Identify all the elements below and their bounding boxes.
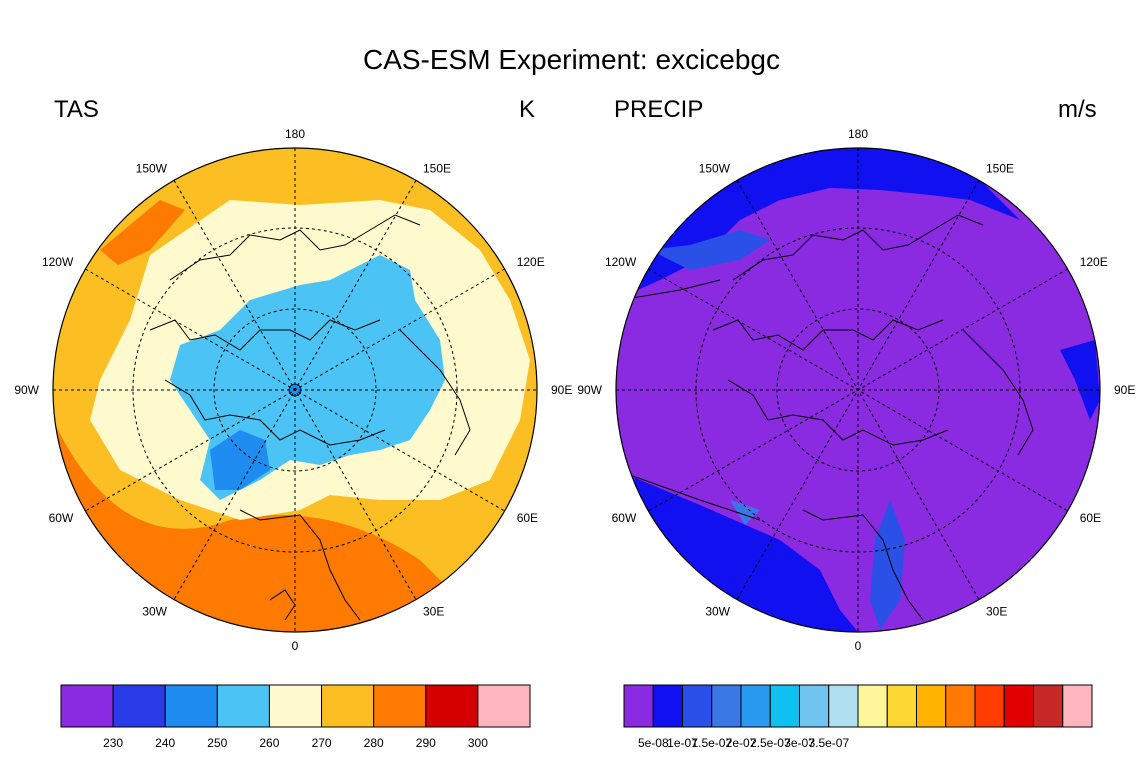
precip-band-europe [870,500,905,630]
precip-colorbar-box-1 [652,684,683,728]
tas-lon-label-10: 120W [42,255,74,269]
tas-graticule [53,148,537,632]
precip-colorbar-box-12 [974,684,1005,728]
tas-lon-label-1: 150E [423,161,451,175]
tas-longitude-labels: 180 150E 120E 90E 60E 30E 0 30W 60W 90W 120W 150W [14,127,572,653]
precip-colorbar-box-3 [711,684,742,728]
precip-lon-label-0: 180 [848,127,868,141]
precip-variable-label: PRECIP [614,96,704,123]
tas-lon-label-2: 120E [517,255,545,269]
tas-colorbar: 230 240 250 260 270 280 290 300 [60,684,531,750]
precip-colorbar: 5e-081e-071.5e-072e-072.5e-073e-073.5e-0… [623,684,1093,750]
precip-colorbar-box-7 [828,684,859,728]
tas-lon-label-5: 30E [423,605,444,619]
tas-band-290-north [100,200,185,265]
tas-colorbar-box-6 [373,684,427,728]
precip-colorbar-box-14 [1033,684,1064,728]
precip-colorbar-label-2: 1.5e-07 [691,736,732,750]
tas-map-border [52,147,538,633]
precip-units-label: m/s [1058,96,1097,123]
precip-colorbar-box-11 [945,684,976,728]
tas-units-label: K [519,96,536,123]
precip-colorbar-label-5: 3e-07 [784,736,815,750]
precip-colorbar-box-8 [857,684,888,728]
tas-colorbar-box-4 [268,684,323,728]
tas-variable-label: TAS [54,96,99,123]
precip-colorbar-box-10 [916,684,947,728]
precip-graticule [616,148,1100,632]
precip-colorbar-label-3: 2e-07 [726,736,757,750]
tas-colorbar-box-2 [164,684,218,728]
precip-polar-map: 180 150E 120E 90E 60E 30E 0 30W 60W 90W 120W 150W [577,127,1135,653]
tas-colorbar-box-7 [425,684,479,728]
tas-lon-label-6: 0 [292,639,299,653]
precip-lon-label-10: 120W [605,255,637,269]
precip-lon-label-8: 60W [612,511,637,525]
precip-band-greenland-coast [730,500,760,525]
tas-colorbar-label-3: 260 [259,736,279,750]
precip-colorbar-box-13 [1003,684,1034,728]
tas-band-250 [210,430,270,490]
tas-colorbar-box-5 [321,684,375,728]
precip-colorbar-box-2 [682,684,713,728]
tas-colorbar-label-1: 240 [155,736,175,750]
precip-longitude-labels: 180 150E 120E 90E 60E 30E 0 30W 60W 90W 120W 150W [577,127,1135,653]
tas-colorbar-label-7: 300 [468,736,488,750]
precip-map-border [615,147,1101,633]
precip-colorbar-box-6 [799,684,830,728]
precip-lon-label-4: 60E [1080,511,1101,525]
tas-lon-label-7: 30W [142,605,167,619]
precip-colorbar-box-15 [1062,684,1093,728]
tas-lon-label-8: 60W [49,511,74,525]
precip-colorbar-box-0 [623,684,654,728]
precip-lon-label-3: 90E [1114,383,1135,397]
precip-lon-label-5: 30E [986,605,1007,619]
tas-lon-label-3: 90E [551,383,572,397]
precip-colorbar-label-4: 2.5e-07 [750,736,791,750]
tas-colorbar-box-8 [477,684,531,728]
precip-lon-label-11: 150W [699,161,731,175]
tas-colorbar-label-6: 290 [416,736,436,750]
precip-lon-label-2: 120E [1080,255,1108,269]
precip-band-east [1060,340,1100,420]
tas-coastlines [149,214,471,621]
precip-lon-label-7: 30W [705,605,730,619]
precip-colorbar-label-6: 3.5e-07 [808,736,849,750]
precip-band-alaska [650,230,770,270]
precip-colorbar-box-4 [740,684,771,728]
tas-colorbar-label-2: 250 [207,736,227,750]
tas-colorbar-label-5: 280 [364,736,384,750]
precip-lon-label-9: 90W [577,383,602,397]
precip-coastlines [616,214,1034,621]
precip-colorbar-label-1: 1e-07 [667,736,698,750]
tas-colorbar-label-0: 230 [103,736,123,750]
precip-colorbar-label-0: 5e-08 [638,736,669,750]
figure-title: CAS-ESM Experiment: excicebgc [362,44,781,75]
tas-lon-label-11: 150W [136,161,168,175]
tas-lon-label-0: 180 [285,127,305,141]
tas-colorbar-box-0 [60,684,114,728]
tas-colorbar-label-4: 270 [312,736,332,750]
tas-colorbar-box-1 [112,684,166,728]
tas-colorbar-box-3 [216,684,270,728]
precip-lon-label-6: 0 [855,639,862,653]
precip-colorbar-box-9 [886,684,917,728]
precip-colorbar-box-5 [769,684,800,728]
tas-lon-label-9: 90W [14,383,39,397]
precip-lon-label-1: 150E [986,161,1014,175]
tas-polar-map: 180 150E 120E 90E 60E 30E 0 30W 60W 90W 120W 150W [14,127,572,653]
tas-lon-label-4: 60E [517,511,538,525]
